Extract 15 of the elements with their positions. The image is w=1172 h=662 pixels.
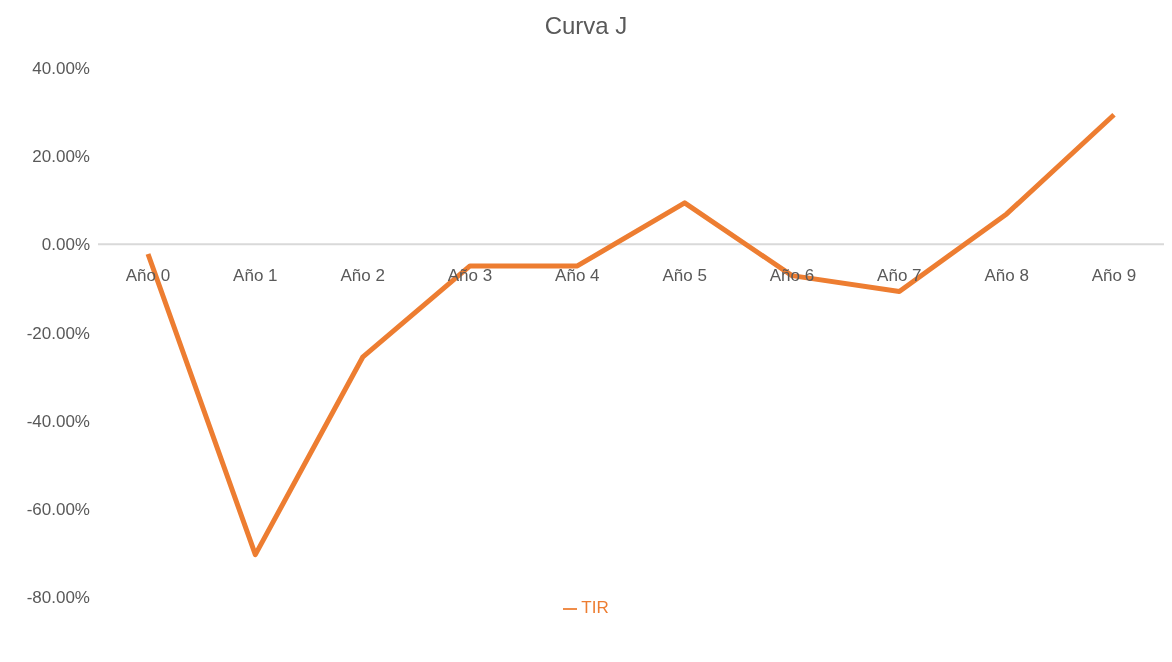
legend-label: TIR [581, 598, 609, 617]
x-tick-label: Año 1 [233, 265, 278, 285]
y-tick-label: -60.00% [26, 499, 90, 519]
chart-title: Curva J [543, 11, 629, 41]
x-tick-label: Año 8 [984, 265, 1029, 285]
x-tick-label: Año 9 [1091, 265, 1137, 285]
x-tick-label: Año 4 [555, 265, 600, 285]
y-tick-label: -40.00% [26, 411, 90, 431]
y-tick-label: -80.00% [26, 588, 90, 608]
x-tick-label: Año 5 [662, 265, 707, 285]
x-tick-label: Año 2 [340, 265, 385, 285]
y-tick-label: 20.00% [32, 147, 90, 167]
y-tick-label: -20.00% [26, 323, 90, 343]
y-tick-label: 0.00% [41, 235, 90, 255]
y-tick-label: 40.00% [32, 59, 90, 79]
